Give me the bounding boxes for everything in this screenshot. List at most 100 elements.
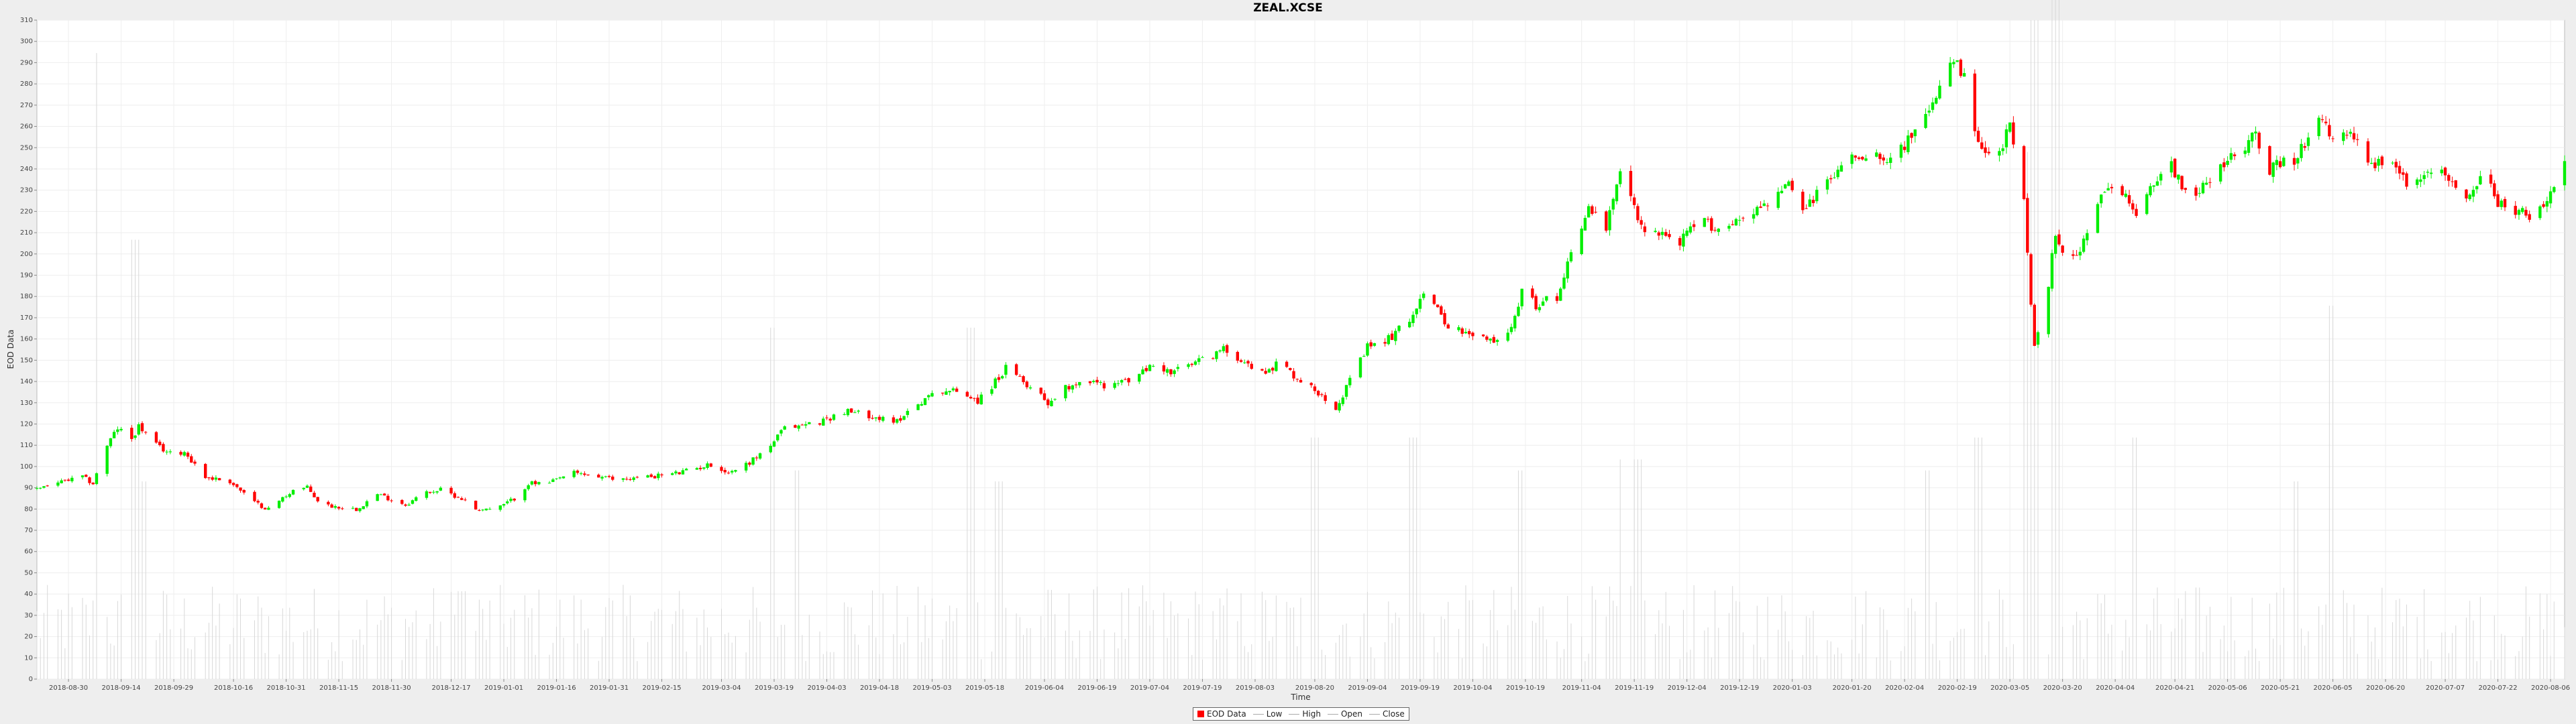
candle-body <box>1408 322 1411 328</box>
candle-body <box>1555 296 1559 301</box>
candle-body <box>976 398 979 404</box>
candle-body <box>843 414 846 415</box>
candle-body <box>179 452 182 455</box>
candle-body <box>1320 394 1324 396</box>
candle-body <box>35 488 39 489</box>
candle-body <box>1222 346 1226 351</box>
candle-body <box>1344 385 1348 397</box>
candle-body <box>288 494 291 497</box>
candle-body <box>527 485 530 489</box>
x-tick-label: 2019-12-04 <box>1668 684 1707 692</box>
candle-body <box>1545 296 1548 301</box>
candle-body <box>242 490 246 493</box>
candle-body <box>1952 62 1955 64</box>
candle-body <box>291 489 295 495</box>
candle-body <box>1028 387 1032 389</box>
candle-body <box>1688 226 1693 233</box>
candle-body <box>2451 181 2454 182</box>
candle-body <box>2029 254 2033 305</box>
candle-body <box>1636 206 1640 221</box>
candle-body <box>2100 194 2103 204</box>
candle-body <box>600 477 604 479</box>
candle-body <box>1927 111 1931 113</box>
candle-body <box>1334 402 1338 410</box>
candle-body <box>849 408 853 413</box>
candle-body <box>1506 333 1509 341</box>
y-tick-label: 120 <box>20 420 33 428</box>
candle-body <box>1000 376 1004 379</box>
volume-bars <box>36 0 2565 679</box>
candle-body <box>2391 162 2394 164</box>
candle-body <box>1471 333 1474 337</box>
candle-body <box>1787 181 1790 186</box>
x-tick-label: 2018-10-31 <box>267 684 306 692</box>
candle-body <box>404 504 407 506</box>
y-tick-label: 40 <box>24 591 33 598</box>
candle-body <box>1014 364 1018 375</box>
legend-label: Close <box>1383 709 1405 719</box>
candle-body <box>506 501 509 503</box>
candle-body <box>1292 371 1295 379</box>
candle-body <box>653 476 657 479</box>
candle-body <box>853 412 857 414</box>
candle-body <box>867 410 871 418</box>
candle-body <box>305 485 309 488</box>
candle-body <box>2222 162 2226 168</box>
candle-body <box>1587 206 1591 218</box>
candle-body <box>1756 206 1759 215</box>
candle-body <box>162 444 165 452</box>
candle-body <box>530 481 534 485</box>
candle-body <box>2496 194 2500 207</box>
x-tick-label: 2020-04-04 <box>2096 684 2135 692</box>
candle-body <box>2398 166 2402 174</box>
x-tick-label: 2020-06-05 <box>2314 684 2353 692</box>
candle-body <box>1358 357 1362 377</box>
legend-label: EOD Data <box>1207 709 1246 719</box>
candle-body <box>2110 186 2114 188</box>
candle-body <box>502 504 506 506</box>
y-tick-label: 250 <box>20 144 33 152</box>
candle-body <box>2443 167 2447 176</box>
candle-body <box>1885 162 1889 163</box>
candle-body <box>611 476 614 480</box>
candle-body <box>2159 174 2163 181</box>
candle-body <box>1955 60 1959 62</box>
candle-body <box>1421 293 1426 298</box>
candle-body <box>2082 238 2086 252</box>
candle-body <box>1341 397 1344 404</box>
candle-body <box>1815 190 1819 202</box>
x-tick-label: 2020-08-06 <box>2531 684 2570 692</box>
candle-body <box>302 487 305 489</box>
candle-body <box>2317 117 2320 137</box>
candle-body <box>2377 159 2380 166</box>
candle-body <box>2324 121 2328 123</box>
candle-body <box>1022 376 1025 383</box>
candle-body <box>997 377 1001 380</box>
candle-body <box>2180 176 2184 190</box>
candle-body <box>2022 146 2026 199</box>
candle-body <box>533 481 537 485</box>
x-tick-label: 2018-09-14 <box>102 684 141 692</box>
candle-body <box>1366 343 1369 356</box>
candle-body <box>923 398 927 406</box>
candle-body <box>800 424 804 426</box>
x-tick-label: 2020-05-06 <box>2208 684 2247 692</box>
candle-body <box>56 482 60 486</box>
candle-body <box>2218 164 2222 182</box>
candle-body <box>2545 201 2549 207</box>
candle-body <box>2422 175 2426 180</box>
candle-body <box>681 470 685 475</box>
candle-body <box>941 392 945 394</box>
candle-body <box>330 504 333 508</box>
candle-body <box>2251 132 2254 141</box>
y-tick-label: 240 <box>20 166 33 173</box>
legend-item: Open <box>1327 709 1362 719</box>
candle-body <box>902 416 906 420</box>
candle-body <box>217 478 221 481</box>
candle-body <box>2500 200 2503 207</box>
y-tick-label: 130 <box>20 400 33 407</box>
x-tick-label: 2019-07-04 <box>1130 684 1169 692</box>
candle-body <box>1713 229 1717 231</box>
candle-body <box>1583 218 1587 231</box>
candle-body <box>435 491 439 493</box>
